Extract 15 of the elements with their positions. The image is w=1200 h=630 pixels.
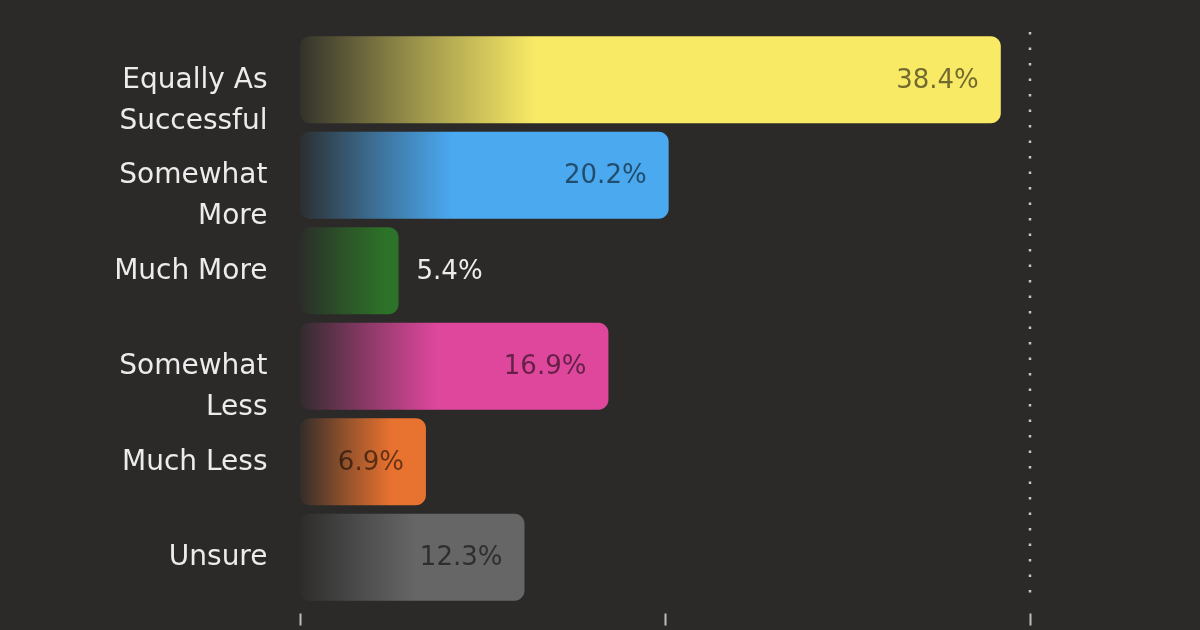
y-tick-label: Equally As Successful — [119, 61, 268, 136]
y-tick-label: Somewhat More — [119, 157, 268, 232]
bar — [300, 322, 609, 410]
y-tick-label: Somewhat Less — [119, 348, 268, 423]
data-label: 16.9% — [503, 350, 587, 381]
bar — [300, 131, 669, 219]
y-tick-label: Much More — [114, 252, 268, 286]
data-label: 5.4% — [416, 254, 483, 285]
y-tick-label: Unsure — [168, 539, 268, 573]
bar — [300, 227, 399, 315]
data-label: 12.3% — [419, 541, 503, 572]
y-tick-label: Much Less — [122, 443, 268, 477]
data-label: 38.4% — [896, 63, 979, 94]
data-label: 20.2% — [564, 159, 647, 190]
bar — [300, 36, 1001, 124]
